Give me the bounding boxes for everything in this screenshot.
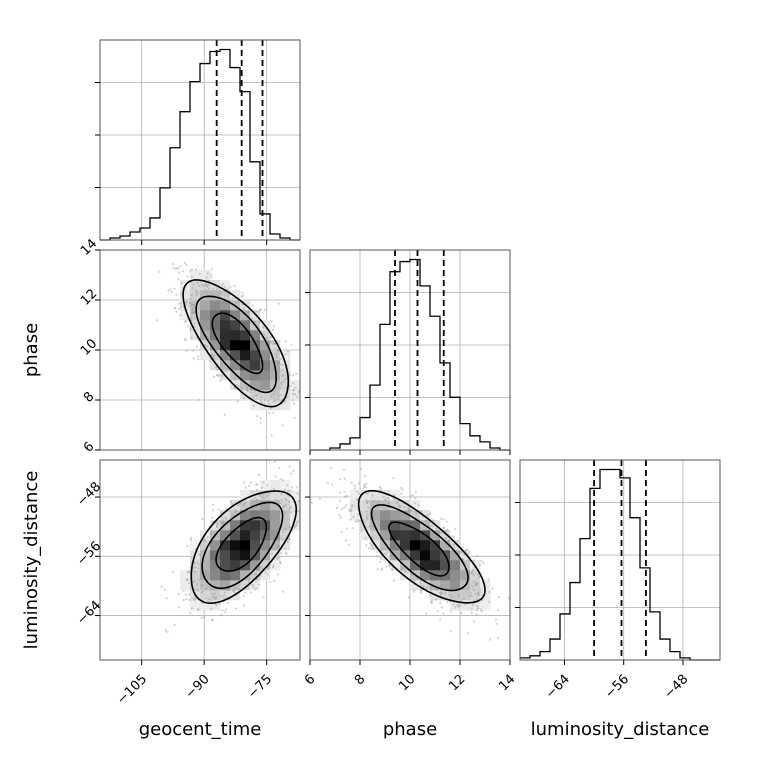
contour-level-1 bbox=[211, 312, 264, 375]
histogram-phase bbox=[310, 258, 510, 451]
panel-frame-geocent_time-luminosity_distance bbox=[99, 459, 301, 661]
x-tick-label: −48 bbox=[661, 672, 691, 702]
density-geocent_time-phase bbox=[180, 270, 301, 411]
contour-level-2 bbox=[195, 295, 278, 394]
histogram-geocent_time bbox=[100, 48, 300, 241]
tick-layer bbox=[95, 82, 684, 665]
contour-level-3 bbox=[357, 489, 486, 604]
histogram-layer bbox=[100, 40, 720, 661]
x-tick-label: 12 bbox=[446, 672, 468, 694]
contour-layer bbox=[182, 279, 486, 605]
contour-level-3 bbox=[182, 279, 290, 408]
contour-level-3 bbox=[190, 490, 298, 605]
label-layer: −105 −90 −75 geocent_time 6 8 10 12 14 phase −64 −5… bbox=[21, 236, 709, 740]
contour-level-2 bbox=[201, 501, 284, 590]
x-axis-label-geocent_time: geocent_time bbox=[139, 719, 262, 740]
x-axis-label-phase: phase bbox=[383, 719, 437, 740]
panel-frame-luminosity_distance bbox=[519, 459, 721, 661]
frame-layer bbox=[99, 39, 721, 661]
y-tick-label: 14 bbox=[78, 236, 100, 258]
x-axis-label-luminosity_distance: luminosity_distance bbox=[531, 719, 710, 740]
y-tick-label: 12 bbox=[78, 286, 100, 308]
y-axis-label-luminosity_distance: luminosity_distance bbox=[21, 471, 42, 650]
contour-level-1 bbox=[215, 516, 268, 572]
y-tick-label: 6 bbox=[81, 439, 97, 455]
x-tick-label: 10 bbox=[396, 672, 418, 694]
x-tick-label: −90 bbox=[183, 672, 213, 702]
x-tick-label: 14 bbox=[496, 672, 518, 694]
x-tick-label: −64 bbox=[543, 672, 573, 702]
panel-frame-geocent_time bbox=[99, 39, 301, 241]
y-tick-label: 8 bbox=[81, 389, 97, 405]
x-tick-label: 6 bbox=[302, 672, 318, 688]
contour-level-2 bbox=[370, 504, 469, 592]
contour-level-1 bbox=[388, 521, 450, 577]
x-tick-label: −56 bbox=[602, 672, 632, 702]
scatter-points-geocent_time-phase bbox=[156, 261, 300, 437]
y-axis-label-phase: phase bbox=[21, 323, 42, 377]
x-tick-label: −105 bbox=[114, 672, 150, 708]
histogram-luminosity_distance bbox=[520, 468, 720, 661]
y-tick-label: 10 bbox=[78, 336, 100, 358]
x-tick-label: −75 bbox=[245, 672, 275, 702]
x-tick-label: 8 bbox=[352, 672, 368, 688]
